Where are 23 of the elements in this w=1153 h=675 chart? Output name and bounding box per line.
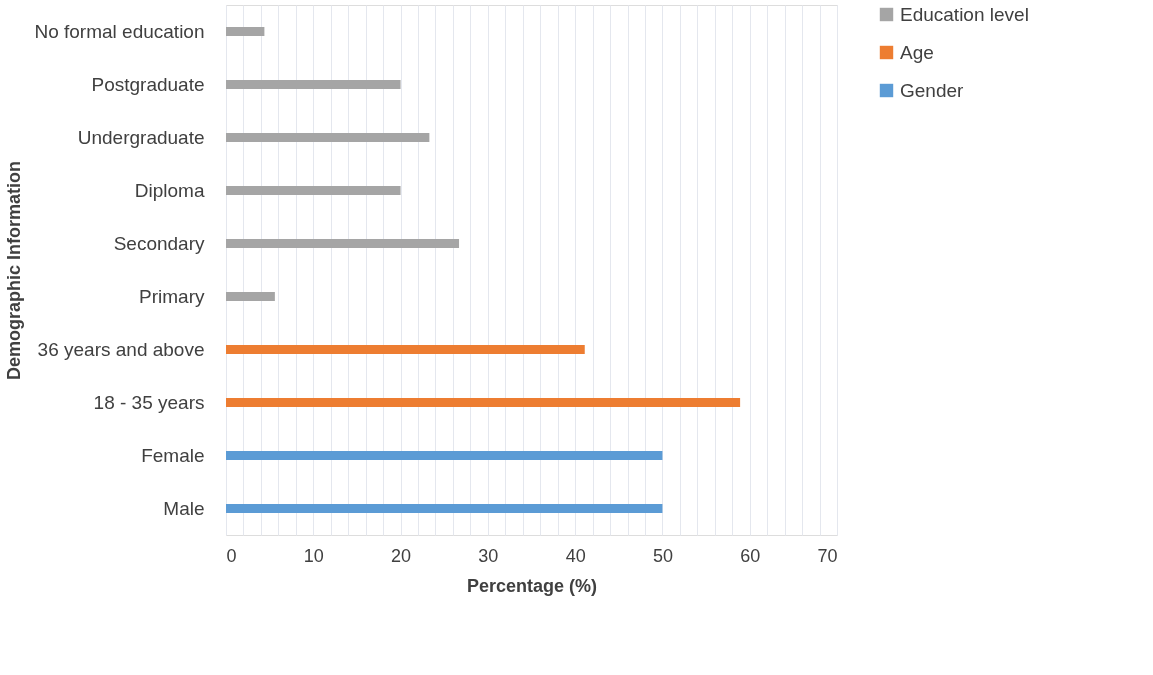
y-tick-label: Primary — [139, 285, 205, 307]
y-tick-label: Diploma — [134, 179, 205, 201]
x-tick-label: 10 — [303, 545, 324, 566]
y-tick-label: Postgraduate — [91, 73, 205, 95]
x-tick-label: 40 — [565, 545, 586, 566]
y-tick-label: 36 years and above — [37, 338, 205, 360]
y-tick-label: Undergraduate — [77, 126, 205, 148]
x-tick-label: 0 — [226, 545, 237, 566]
legend-label: Age — [900, 41, 934, 63]
legend-label: Gender — [900, 79, 965, 101]
y-tick-label: Male — [163, 497, 205, 519]
x-tick-label: 30 — [478, 545, 499, 566]
x-axis-title: Percentage (%) — [466, 575, 598, 596]
x-tick-label: 60 — [740, 545, 761, 566]
legend-label: Education level — [900, 3, 1029, 25]
y-tick-label: Secondary — [113, 232, 205, 254]
y-tick-label: No formal education — [34, 20, 205, 42]
x-tick-label: 70 — [817, 545, 838, 566]
y-tick-label: Female — [141, 444, 205, 466]
y-axis-title: Demographic Information — [4, 160, 25, 381]
x-tick-label: 50 — [652, 545, 673, 566]
y-tick-label: 18 - 35 years — [93, 391, 205, 413]
x-tick-label: 20 — [391, 545, 412, 566]
